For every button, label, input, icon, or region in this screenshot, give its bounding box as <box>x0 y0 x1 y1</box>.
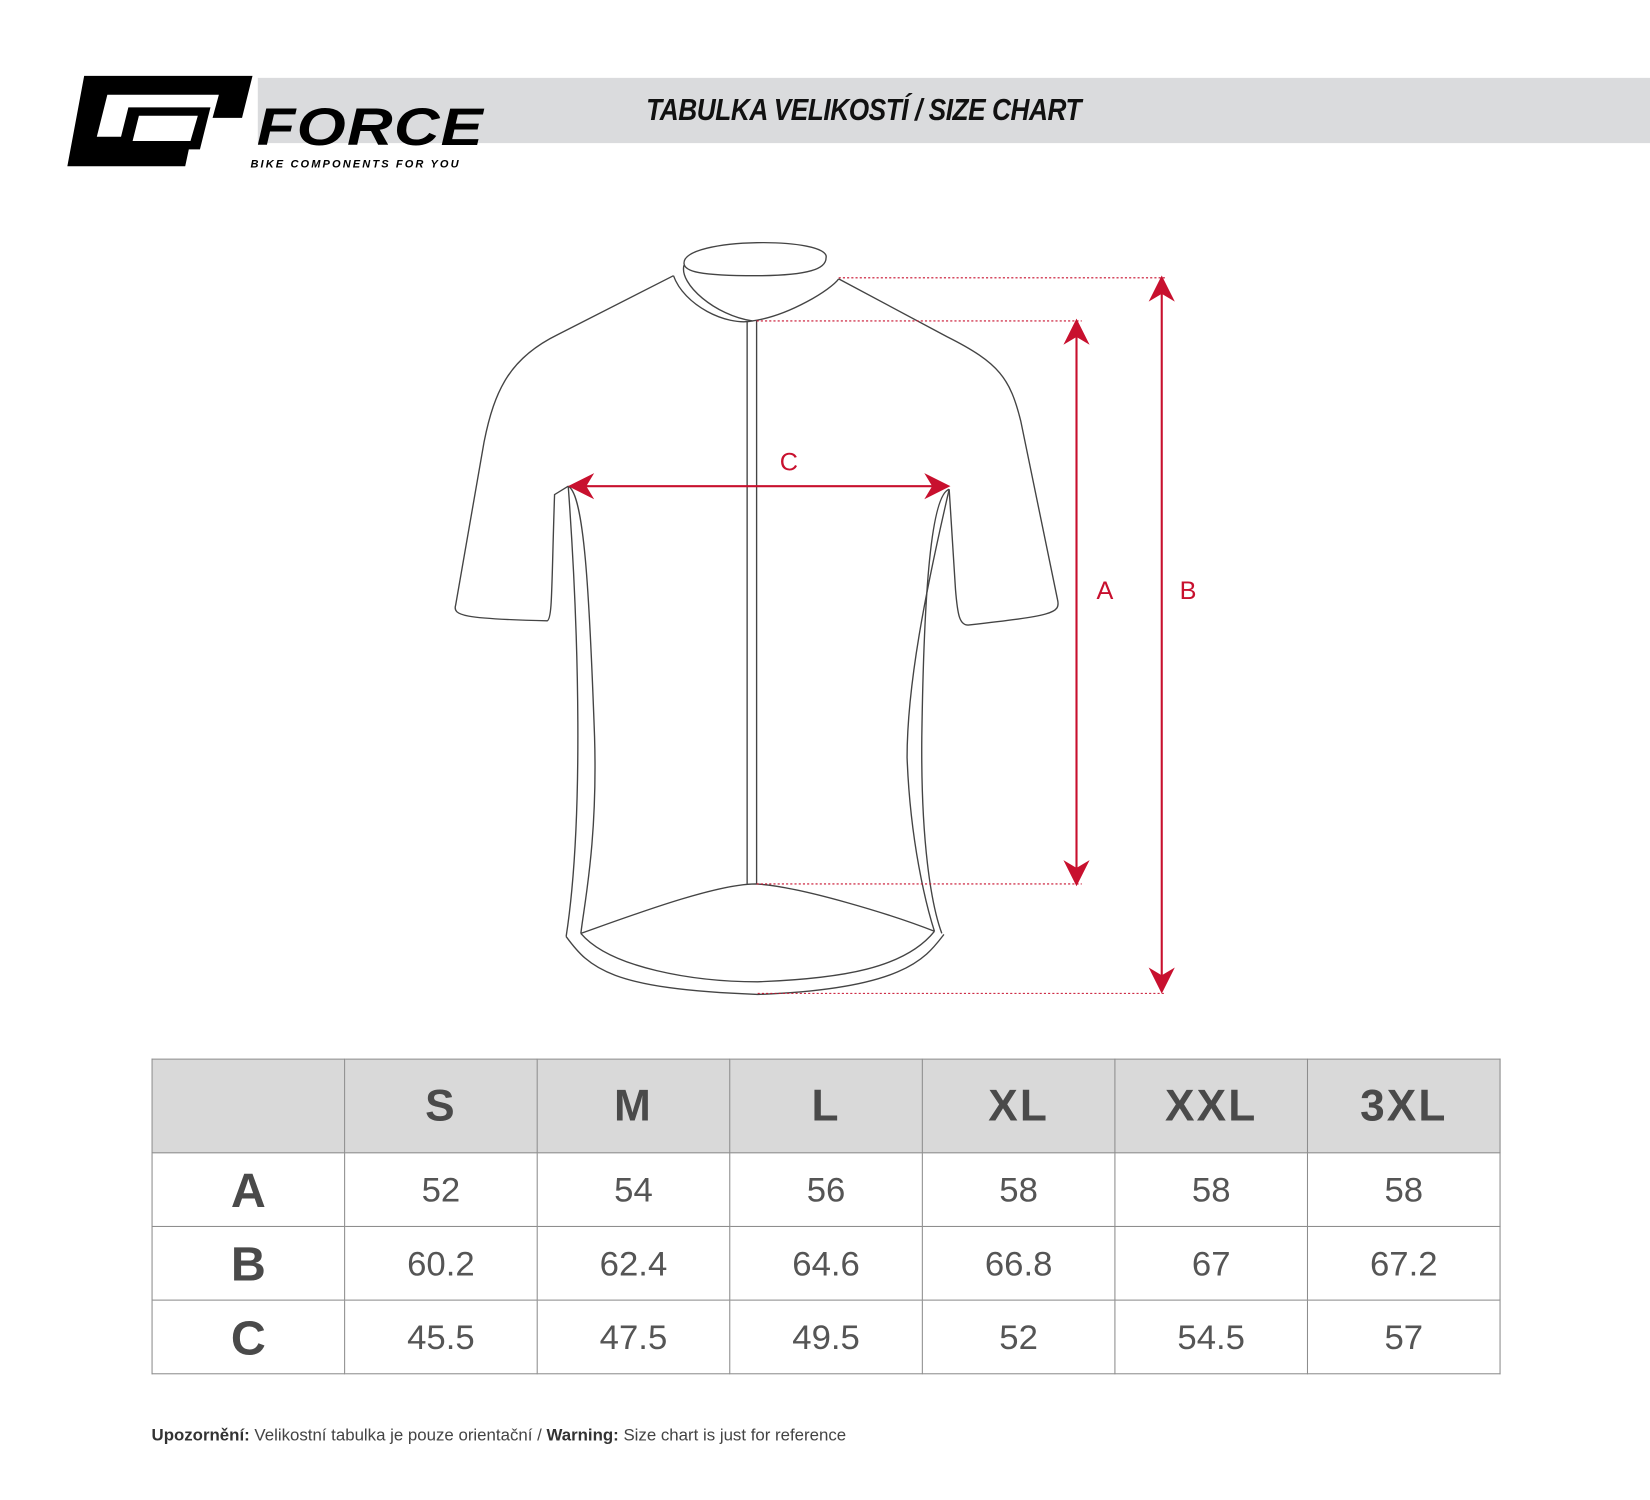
note-en-text: Size chart is just for reference <box>618 1426 847 1445</box>
column-header: L <box>729 1058 923 1154</box>
table-header-row: S M L XL XXL 3XL <box>151 1058 1501 1154</box>
disclaimer-note: Upozornění: Velikostní tabulka je pouze … <box>152 1427 847 1446</box>
arrowheads-a <box>1063 318 1090 887</box>
row-label: B <box>151 1225 346 1301</box>
note-cz-text: Velikostní tabulka je pouze orientační / <box>249 1426 547 1445</box>
table-cell: 45.5 <box>344 1299 538 1375</box>
column-header: S <box>344 1058 538 1154</box>
column-header: 3XL <box>1306 1058 1501 1154</box>
jersey-outline <box>454 242 1059 996</box>
column-header: XXL <box>1114 1058 1309 1154</box>
brand-tagline: BIKE COMPONENTS FOR YOU <box>250 157 461 171</box>
table-cell: 49.5 <box>729 1299 923 1375</box>
table-cell: 67 <box>1114 1225 1309 1301</box>
table-cell: 54.5 <box>1114 1299 1309 1375</box>
brand-name: FORCE <box>256 97 485 157</box>
table-cell: 56 <box>729 1152 923 1227</box>
table-cell: 67.2 <box>1306 1225 1501 1301</box>
arrowheads-c <box>567 473 951 500</box>
label-b: B <box>1179 576 1197 606</box>
column-header: M <box>536 1058 731 1154</box>
row-label: C <box>151 1299 346 1375</box>
label-a: A <box>1096 576 1114 606</box>
table-cell: 58 <box>1114 1152 1309 1227</box>
table-cell: 60.2 <box>344 1225 538 1301</box>
force-logo-icon <box>67 75 253 167</box>
note-cz-label: Upozornění: <box>151 1426 250 1445</box>
guide-lines <box>756 277 1166 994</box>
table-cell: 62.4 <box>536 1225 731 1301</box>
label-c: C <box>779 448 799 477</box>
arrowheads-b <box>1148 275 1175 994</box>
note-en-label: Warning: <box>546 1426 619 1445</box>
table-cell: 52 <box>921 1299 1116 1375</box>
column-header <box>151 1058 346 1154</box>
table-cell: 66.8 <box>921 1225 1116 1301</box>
table-cell: 47.5 <box>536 1299 731 1375</box>
table-row: A 52 54 56 58 58 58 <box>151 1152 1501 1227</box>
table-cell: 58 <box>1306 1152 1501 1227</box>
table-cell: 54 <box>536 1152 731 1227</box>
table-cell: 52 <box>344 1152 538 1227</box>
table-cell: 58 <box>921 1152 1116 1227</box>
row-label: A <box>151 1152 346 1227</box>
jersey-diagram <box>454 242 1175 996</box>
column-header: XL <box>921 1058 1116 1154</box>
table-row: C 45.5 47.5 49.5 52 54.5 57 <box>151 1299 1501 1375</box>
table-cell: 57 <box>1306 1299 1501 1375</box>
size-table: S M L XL XXL 3XL A 52 54 56 58 58 58 B 6… <box>151 1058 1501 1375</box>
page-title: TABULKA VELIKOSTÍ / SIZE CHART <box>646 93 1082 128</box>
table-row: B 60.2 62.4 64.6 66.8 67 67.2 <box>151 1225 1501 1301</box>
table-cell: 64.6 <box>729 1225 923 1301</box>
header-band <box>257 77 1650 144</box>
